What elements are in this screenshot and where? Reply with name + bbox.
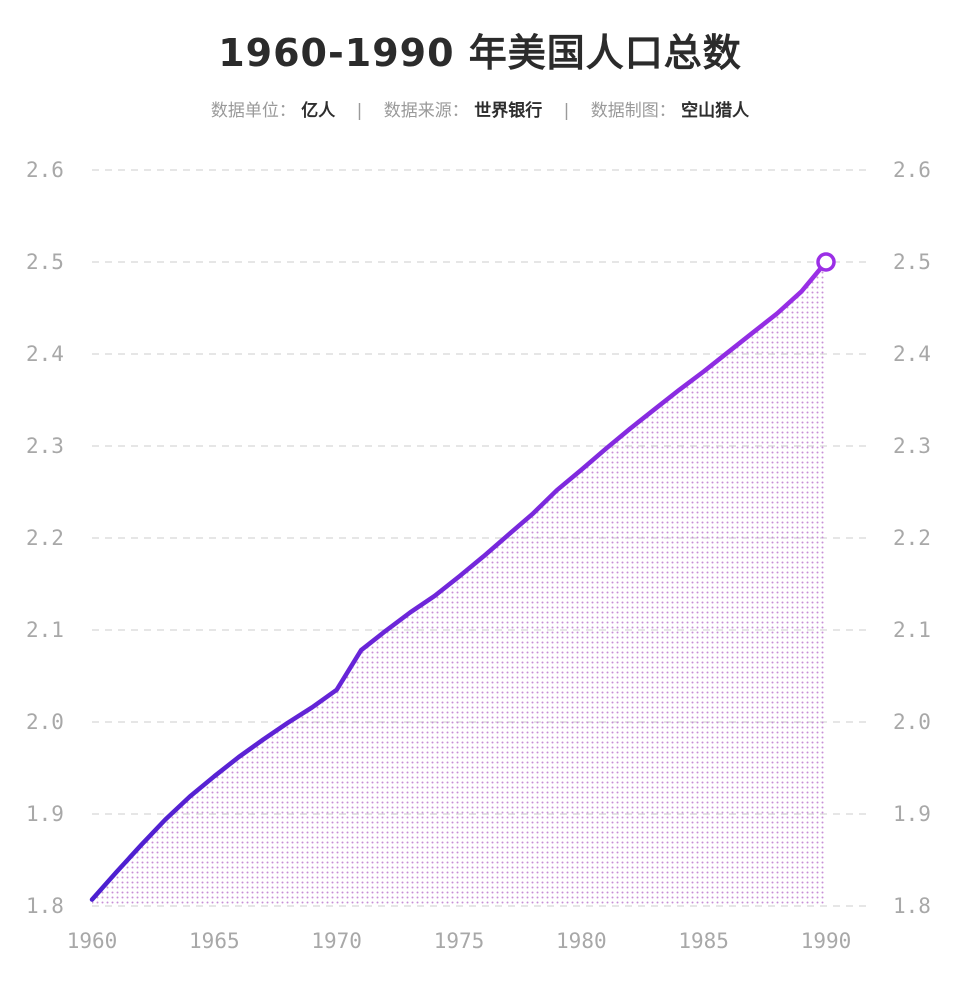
data-point-1960 [90, 898, 94, 902]
data-point-1979 [555, 488, 559, 492]
source-label: 数据来源： [383, 101, 469, 121]
data-point-1967 [261, 737, 265, 741]
x-tick-1970: 1970 [311, 929, 362, 953]
chart-title: 1960-1990 年美国人口总数 [218, 31, 742, 75]
last-point-marker [816, 252, 836, 272]
y-tick-left-2.4: 2.4 [26, 342, 64, 366]
data-point-1972 [384, 629, 388, 633]
y-tick-right-2.3: 2.3 [893, 434, 931, 458]
data-point-1974 [433, 594, 437, 598]
author-value: 空山猎人 [681, 101, 750, 121]
y-tick-left-2.6: 2.6 [26, 158, 64, 182]
data-point-1981 [604, 447, 608, 451]
y-tick-right-2.4: 2.4 [893, 342, 931, 366]
y-tick-right-1.9: 1.9 [893, 802, 931, 826]
data-point-1978 [530, 512, 534, 516]
data-point-1984 [677, 388, 681, 392]
data-point-1989 [800, 289, 804, 293]
data-point-1961 [114, 870, 118, 874]
data-point-1987 [751, 331, 755, 335]
data-point-1964 [188, 795, 192, 799]
data-point-1966 [237, 755, 241, 759]
y-tick-left-2.0: 2.0 [26, 710, 64, 734]
y-tick-left-2.3: 2.3 [26, 434, 64, 458]
x-tick-1965: 1965 [189, 929, 240, 953]
y-tick-left-1.9: 1.9 [26, 802, 64, 826]
y-tick-left-2.5: 2.5 [26, 250, 64, 274]
y-tick-right-2.5: 2.5 [893, 250, 931, 274]
data-point-1982 [628, 427, 632, 431]
y-tick-right-2.2: 2.2 [893, 526, 931, 550]
unit-label: 数据单位： [210, 101, 296, 121]
y-tick-right-2.1: 2.1 [893, 618, 931, 642]
x-tick-1960: 1960 [67, 929, 118, 953]
y-tick-left-2.1: 2.1 [26, 618, 64, 642]
population-series-line [89, 259, 829, 902]
data-point-1962 [139, 843, 143, 847]
data-point-1985 [702, 369, 706, 373]
data-point-1988 [775, 312, 779, 316]
data-point-1977 [506, 533, 510, 537]
data-point-1965 [212, 774, 216, 778]
data-point-1976 [481, 554, 485, 558]
separator-2: | [563, 101, 570, 121]
y-tick-right-2.6: 2.6 [893, 158, 931, 182]
author-label: 数据制图： [590, 101, 676, 121]
separator-1: | [356, 101, 363, 121]
x-tick-1980: 1980 [556, 929, 607, 953]
data-point-1973 [408, 611, 412, 615]
population-area-fill [92, 262, 826, 906]
x-tick-1985: 1985 [678, 929, 729, 953]
y-tick-right-2.0: 2.0 [893, 710, 931, 734]
y-tick-left-2.2: 2.2 [26, 526, 64, 550]
data-point-1971 [359, 648, 363, 652]
data-point-1969 [310, 705, 314, 709]
data-point-1980 [579, 468, 583, 472]
unit-value: 亿人 [301, 101, 336, 121]
data-point-1986 [726, 350, 730, 354]
x-tick-1975: 1975 [434, 929, 485, 953]
y-tick-left-1.8: 1.8 [26, 894, 64, 918]
chart-subtitle: 数据单位： 亿人 | 数据来源： 世界银行 | 数据制图： 空山猎人 [0, 96, 960, 121]
data-point-1963 [163, 818, 167, 822]
data-point-1970 [335, 688, 339, 692]
source-value: 世界银行 [474, 101, 543, 121]
data-point-1975 [457, 575, 461, 579]
data-point-1983 [653, 407, 657, 411]
data-point-1968 [286, 721, 290, 725]
y-tick-right-1.8: 1.8 [893, 894, 931, 918]
x-tick-1990: 1990 [801, 929, 852, 953]
